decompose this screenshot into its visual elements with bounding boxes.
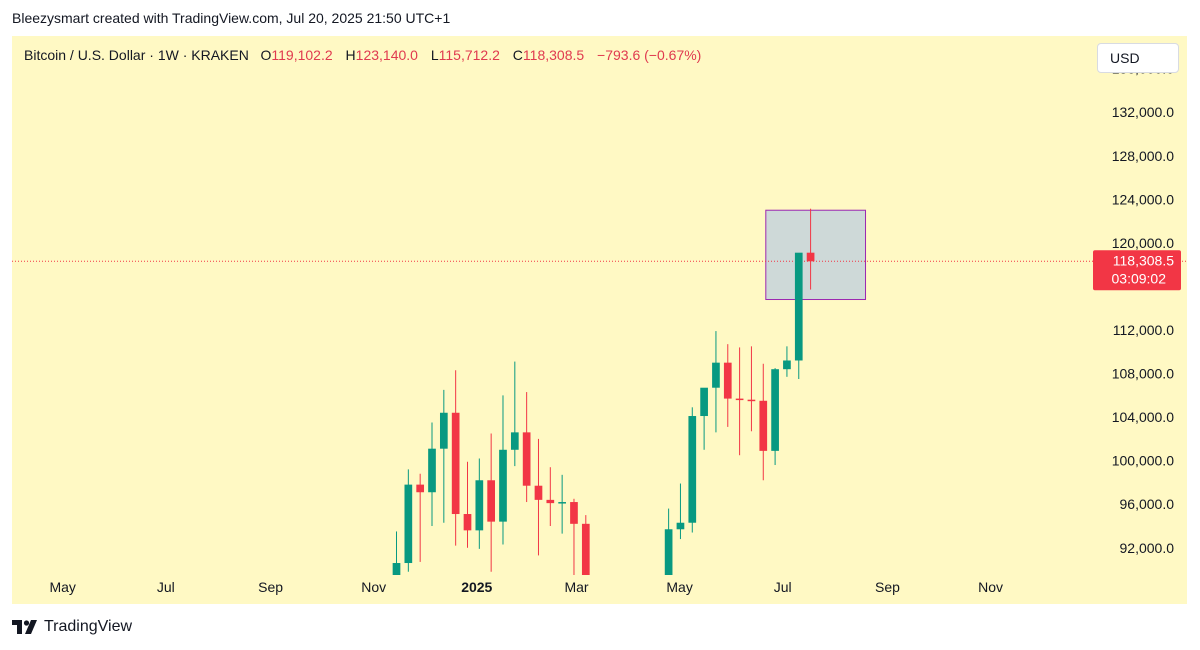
x-tick-label: Sep [875,579,900,595]
x-tick-label: Jul [774,579,792,595]
candle [582,515,590,575]
candle-body [416,485,424,493]
candle-body [783,360,791,369]
candle [546,467,554,526]
high-label: H [346,47,356,63]
candle [535,439,543,556]
tradingview-brand: TradingView [44,618,132,636]
change-value: −793.6 (−0.67%) [597,47,701,63]
candle-body [393,563,401,575]
candle-body [807,253,815,262]
candle [795,253,803,379]
candle [724,344,732,427]
close-label: C [513,47,523,63]
tradingview-logo-icon [12,620,38,634]
candle-body [452,413,460,514]
candle-body [688,416,696,523]
candle [475,458,483,548]
y-tick-label: 108,000.0 [1112,366,1174,382]
candle [570,499,578,575]
candle-body [499,450,507,522]
price-tag-countdown: 03:09:02 [1112,270,1167,286]
candle-body [558,502,566,504]
candle-body [535,486,543,500]
price-tag-value: 118,308.5 [1113,252,1174,268]
candle [393,531,401,575]
candle [783,346,791,376]
candle [428,423,436,526]
x-tick-label: Jul [157,579,175,595]
candle-body [546,500,554,503]
candle [759,364,767,481]
candle [464,462,472,548]
candle [688,407,696,532]
candle [523,392,531,502]
candle-body [748,400,756,402]
y-tick-label: 124,000.0 [1112,191,1174,207]
candle-body [724,363,732,399]
candle-body [712,363,720,388]
candle-body [487,480,495,521]
open-label: O [261,47,272,63]
symbol-name: Bitcoin / U.S. Dollar · 1W · KRAKEN [24,47,249,63]
candle-body [570,502,578,524]
open-value: 119,102.2 [271,47,332,63]
candle-body [759,401,767,451]
candle-body [404,485,412,563]
x-tick-label: Mar [564,579,588,595]
candle-body [582,524,590,575]
x-tick-label: Sep [258,579,283,595]
candle [499,395,507,544]
close-value: 118,308.5 [523,47,584,63]
candle-body [523,432,531,485]
candle [771,368,779,465]
x-tick-label: May [49,579,75,595]
x-tick-label: Nov [361,579,386,595]
candle [511,362,519,467]
candle-body [428,449,436,493]
candle-body [665,529,673,575]
candle [440,390,448,523]
y-tick-label: 92,000.0 [1120,540,1175,556]
symbol-legend: Bitcoin / U.S. Dollar · 1W · KRAKEN O119… [24,47,701,63]
candle-body [736,399,744,401]
y-tick-label: 128,000.0 [1112,148,1174,164]
candle-body [475,480,483,530]
highlight-box[interactable] [766,210,866,299]
tradingview-logo[interactable]: TradingView [12,618,132,636]
candle-body [440,413,448,449]
candle-body [795,253,803,361]
candle-body [771,369,779,451]
x-tick-label: Nov [978,579,1003,595]
x-tick-label: 2025 [461,579,492,595]
candle-body [464,514,472,530]
candle [748,346,756,431]
candle-body [677,523,685,530]
currency-button[interactable]: USD [1097,43,1179,73]
candle [487,433,495,571]
y-tick-label: 100,000.0 [1112,453,1174,469]
candle [677,484,685,540]
candle [736,347,744,455]
x-tick-label: May [666,579,692,595]
high-value: 123,140.0 [356,47,418,63]
candle [558,475,566,534]
low-value: 115,712.2 [439,47,500,63]
candle [712,331,720,432]
y-tick-label: 104,000.0 [1112,409,1174,425]
candle-body [511,432,519,449]
y-tick-label: 132,000.0 [1112,104,1174,120]
y-tick-label: 112,000.0 [1113,322,1174,338]
y-tick-label: 96,000.0 [1120,496,1175,512]
candle-body [700,388,708,416]
candle [665,509,673,575]
y-tick-label: 120,000.0 [1112,235,1174,251]
currency-label: USD [1110,50,1140,66]
candle [416,474,424,562]
candle [404,469,412,571]
candle [452,370,460,545]
candle [700,388,708,450]
low-label: L [431,47,439,63]
